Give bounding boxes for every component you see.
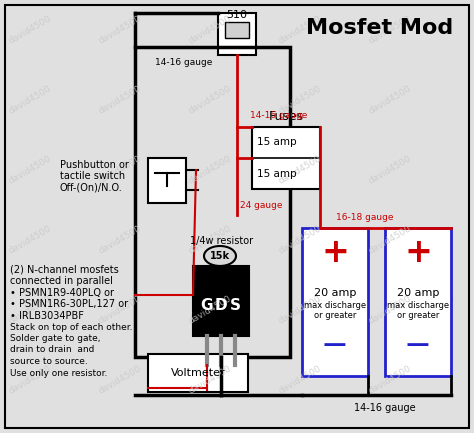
Text: david4500: david4500 xyxy=(187,84,233,116)
Text: david4500: david4500 xyxy=(97,294,143,326)
Text: david4500: david4500 xyxy=(97,154,143,186)
Text: david4500: david4500 xyxy=(187,364,233,396)
Text: Stack on top of each other.: Stack on top of each other. xyxy=(10,323,133,332)
Text: or greater: or greater xyxy=(397,311,439,320)
Text: max discharge: max discharge xyxy=(387,301,449,310)
Text: david4500: david4500 xyxy=(7,224,53,256)
Text: david4500: david4500 xyxy=(187,154,233,186)
FancyBboxPatch shape xyxy=(193,266,249,336)
Text: david4500: david4500 xyxy=(277,364,323,396)
Text: 24 gauge: 24 gauge xyxy=(240,200,283,210)
Text: david4500: david4500 xyxy=(187,294,233,326)
Text: • PSMN1R9-40PLQ or: • PSMN1R9-40PLQ or xyxy=(10,288,114,298)
Text: david4500: david4500 xyxy=(367,84,413,116)
FancyBboxPatch shape xyxy=(252,127,320,189)
FancyBboxPatch shape xyxy=(302,228,368,376)
Text: david4500: david4500 xyxy=(277,154,323,186)
Text: david4500: david4500 xyxy=(277,84,323,116)
Text: (2) N-channel mosfets: (2) N-channel mosfets xyxy=(10,265,119,275)
Text: david4500: david4500 xyxy=(367,224,413,256)
Text: 14-16 gauge: 14-16 gauge xyxy=(354,403,416,413)
Text: david4500: david4500 xyxy=(277,14,323,46)
Text: 510: 510 xyxy=(227,10,247,20)
Text: 15 amp: 15 amp xyxy=(257,169,297,179)
Text: david4500: david4500 xyxy=(97,364,143,396)
Text: 15k: 15k xyxy=(210,251,230,261)
Text: −: − xyxy=(404,330,432,362)
Text: • IRLB3034PBF: • IRLB3034PBF xyxy=(10,311,84,321)
Text: max discharge: max discharge xyxy=(304,301,366,310)
Text: david4500: david4500 xyxy=(277,224,323,256)
Text: Voltmeter: Voltmeter xyxy=(171,368,225,378)
Text: 15 amp: 15 amp xyxy=(257,137,297,147)
Text: Mosfet Mod: Mosfet Mod xyxy=(306,18,454,38)
Text: david4500: david4500 xyxy=(97,224,143,256)
Text: drain to drain  and: drain to drain and xyxy=(10,346,94,355)
Text: tactile switch: tactile switch xyxy=(60,171,125,181)
FancyBboxPatch shape xyxy=(225,22,249,38)
Text: +: + xyxy=(404,236,432,269)
FancyBboxPatch shape xyxy=(148,158,186,203)
Text: david4500: david4500 xyxy=(367,364,413,396)
Text: david4500: david4500 xyxy=(277,294,323,326)
Text: david4500: david4500 xyxy=(7,294,53,326)
Text: S: S xyxy=(229,297,240,313)
Text: Pushbutton or: Pushbutton or xyxy=(60,160,129,170)
Text: david4500: david4500 xyxy=(7,14,53,46)
Text: 14-16 gauge: 14-16 gauge xyxy=(250,110,307,120)
Text: −: − xyxy=(321,330,349,362)
Text: 14-16 gauge: 14-16 gauge xyxy=(155,58,212,67)
Text: david4500: david4500 xyxy=(187,14,233,46)
Text: 20 amp: 20 amp xyxy=(397,288,439,298)
Text: david4500: david4500 xyxy=(97,84,143,116)
Text: Off-(On)/N.O.: Off-(On)/N.O. xyxy=(60,182,123,192)
Text: connected in parallel: connected in parallel xyxy=(10,277,113,287)
Ellipse shape xyxy=(204,246,236,266)
Text: G: G xyxy=(201,297,213,313)
Text: david4500: david4500 xyxy=(187,224,233,256)
Text: Use only one resistor.: Use only one resistor. xyxy=(10,368,108,378)
Text: +: + xyxy=(321,236,349,269)
Text: or greater: or greater xyxy=(314,311,356,320)
Text: 16-18 gauge: 16-18 gauge xyxy=(336,213,394,222)
FancyBboxPatch shape xyxy=(218,13,256,55)
Text: D: D xyxy=(215,297,228,313)
Text: source to source.: source to source. xyxy=(10,357,88,366)
Text: david4500: david4500 xyxy=(97,14,143,46)
Text: Solder gate to gate,: Solder gate to gate, xyxy=(10,334,100,343)
Text: david4500: david4500 xyxy=(7,84,53,116)
Text: • PSMN1R6-30PL,127 or: • PSMN1R6-30PL,127 or xyxy=(10,300,128,310)
Text: david4500: david4500 xyxy=(367,14,413,46)
FancyBboxPatch shape xyxy=(5,5,469,428)
Text: david4500: david4500 xyxy=(367,294,413,326)
Text: david4500: david4500 xyxy=(7,154,53,186)
Text: Fuses: Fuses xyxy=(268,110,303,123)
Text: david4500: david4500 xyxy=(367,154,413,186)
Text: 20 amp: 20 amp xyxy=(314,288,356,298)
FancyBboxPatch shape xyxy=(148,354,248,392)
Text: david4500: david4500 xyxy=(7,364,53,396)
FancyBboxPatch shape xyxy=(385,228,451,376)
Text: 1/4w resistor: 1/4w resistor xyxy=(191,236,254,246)
